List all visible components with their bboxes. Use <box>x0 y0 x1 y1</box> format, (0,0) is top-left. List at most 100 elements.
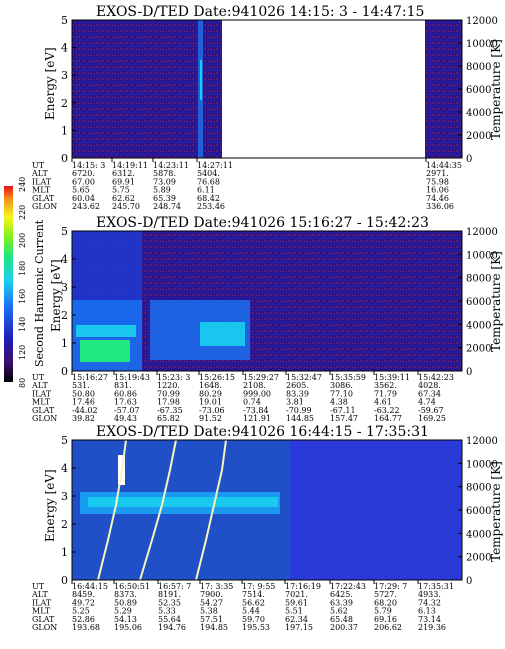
panel-3-y2tick-label: 0 <box>466 576 472 587</box>
colorbar-tick-label: 200 <box>18 233 27 248</box>
panel-1-table-cell: 253.46 <box>197 202 225 211</box>
panel-2-row-label: GLAT <box>32 406 55 415</box>
colorbar-tick-label: 180 <box>18 261 27 276</box>
panel-3-table-cell: 6.13 <box>418 607 436 616</box>
panel-3-table-cell: 5.79 <box>374 607 392 616</box>
panel-3-table-cell: 17:35:31 <box>418 582 454 591</box>
panel-3-table-cell: 73.14 <box>418 615 441 624</box>
panel-3-arc-3 <box>195 439 227 581</box>
panel-2-title: EXOS-D/TED Date:941026 15:16:27 - 15:42:… <box>96 215 429 231</box>
panel-2-y2tick-label: 12000 <box>466 227 498 238</box>
panel-1-table-cell: 14:27:11 <box>197 161 233 170</box>
panel-3-ytick-label: 4 <box>61 462 68 475</box>
panel-1-y2tick-label: 10000 <box>466 39 498 50</box>
panel-2-table-cell: 531. <box>72 381 90 390</box>
panel-3-y2tick-label: 8000 <box>466 483 491 494</box>
panel-2-ytick-label: 3 <box>61 281 68 294</box>
panel-3-table-cell: 4933. <box>418 590 441 599</box>
colorbar-label: Second Harmonic Current <box>33 219 46 367</box>
panel-2-row-label: GLON <box>32 414 57 423</box>
panel-1-table-cell: 336.06 <box>426 202 454 211</box>
panel-3-table-cell: 74.32 <box>418 598 441 607</box>
panel-1-row-label: GLAT <box>32 194 55 203</box>
colorbar-tick-label: 80 <box>18 378 27 388</box>
panel-3-table-cell: 16:57: 7 <box>158 582 191 591</box>
panel-1-table-cell: 69.91 <box>112 177 135 186</box>
panel-2-table-cell: 3086. <box>330 381 353 390</box>
panel-2-ytick-label: 5 <box>61 225 68 238</box>
panel-3-ytick-label: 1 <box>61 546 68 559</box>
panel-1-row-label: UT <box>32 161 45 170</box>
panel-2-table-cell: 80.29 <box>199 389 222 398</box>
panel-2-table-cell: 71.79 <box>374 389 397 398</box>
panel-1-table-cell: 248.74 <box>153 202 181 211</box>
panel-2-table-cell: 169.25 <box>418 414 446 423</box>
panel-3-ytick-label: 0 <box>61 574 68 587</box>
panel-1-y2tick-label: 2000 <box>466 131 491 142</box>
panel-1-table-cell: 68.42 <box>197 194 220 203</box>
panel-3-table-cell: 63.39 <box>330 598 353 607</box>
panel-3-row-label: UT <box>32 582 45 591</box>
panel-2-table-cell: 3562. <box>374 381 397 390</box>
panel-3-table-cell: 50.89 <box>114 598 137 607</box>
panel-3-y2tick-label: 4000 <box>466 529 491 540</box>
panel-3-table-cell: 16:50:51 <box>114 582 150 591</box>
colorbar-tick-label: 160 <box>18 289 27 304</box>
panel-3-band-core <box>88 497 278 507</box>
panel-2-table-cell: 2605. <box>286 381 309 390</box>
panel-3-ytick-label: 3 <box>61 490 68 503</box>
panel-2-table-cell: 15:29:27 <box>243 373 279 382</box>
panel-2-table-cell: -67.35 <box>157 406 183 415</box>
panel-2-table-cell: 1648. <box>199 381 222 390</box>
panel-2-table-cell: 15:39:11 <box>374 373 410 382</box>
panel-1-table-cell: 14:23:11 <box>153 161 189 170</box>
panel-3-table-cell: 219.36 <box>418 623 446 632</box>
panel-2-y2tick-label: 2000 <box>466 344 491 355</box>
panel-3-table-cell: 16:44:15 <box>72 582 108 591</box>
panel-1-table-cell: 14:19:11 <box>112 161 148 170</box>
panel-2-table-cell: 49.43 <box>114 414 137 423</box>
panel-3-table-cell: 55.64 <box>158 615 181 624</box>
panel-2-table-cell: 4.38 <box>330 398 348 407</box>
panel-2-table-cell: -57.07 <box>114 406 140 415</box>
panel-3-table-cell: 17:16:19 <box>285 582 321 591</box>
panel-1-table-cell: 5404. <box>197 169 220 178</box>
panel-2-ytick-label: 4 <box>61 253 68 266</box>
panel-2-table-cell: 2108. <box>243 381 266 390</box>
panel-3-table-cell: 5.33 <box>158 607 176 616</box>
panel-3-table-cell: 200.37 <box>330 623 358 632</box>
panel-1-y2tick-label: 6000 <box>466 85 491 96</box>
panel-3-table-cell: 195.53 <box>242 623 270 632</box>
panel-1-ytick-label: 3 <box>61 69 68 82</box>
panel-2-table-cell: 3.81 <box>286 398 304 407</box>
panel-3-table-cell: 62.34 <box>285 615 308 624</box>
panel-2-table-cell: 17.98 <box>157 398 180 407</box>
panel-1-table-cell: 75.98 <box>426 177 449 186</box>
panel-2-table-cell: 19.01 <box>199 398 222 407</box>
panel-3-y2tick-label: 12000 <box>466 436 498 447</box>
panel-3-table-cell: 56.62 <box>242 598 265 607</box>
panel-2-ytick-label: 0 <box>61 365 68 378</box>
panel-1-ytick-label: 2 <box>61 97 68 110</box>
panel-1-row-label: ALT <box>31 169 48 178</box>
panel-3-row-label: ALT <box>31 590 48 599</box>
panel-3-y2tick-label: 10000 <box>466 459 498 470</box>
panel-2-table-cell: 1220. <box>157 381 180 390</box>
panel-3-table-cell: 17:29: 7 <box>374 582 407 591</box>
panel-1-row-label: MLT <box>32 186 51 195</box>
panel-2-second-core <box>200 322 245 346</box>
panel-2-table-cell: 831. <box>114 381 132 390</box>
panel-1-table-cell: 5.75 <box>112 186 130 195</box>
panel-3-table-cell: 197.15 <box>285 623 313 632</box>
panel-3-row-label: GLAT <box>32 615 55 624</box>
panel-2-y2label: Temperature [K] <box>489 251 503 352</box>
panel-2-table-cell: 15:42:23 <box>418 373 454 382</box>
panel-3-table-cell: 65.48 <box>330 615 353 624</box>
panel-1-table-cell: 5.89 <box>153 186 171 195</box>
panel-2-green-core <box>80 340 130 362</box>
panel-2-row-label: ILAT <box>32 389 52 398</box>
panel-2-table-cell: 0.74 <box>243 398 261 407</box>
panel-3-table-cell: 7514. <box>242 590 265 599</box>
panel-2-table-cell: 60.86 <box>114 389 137 398</box>
